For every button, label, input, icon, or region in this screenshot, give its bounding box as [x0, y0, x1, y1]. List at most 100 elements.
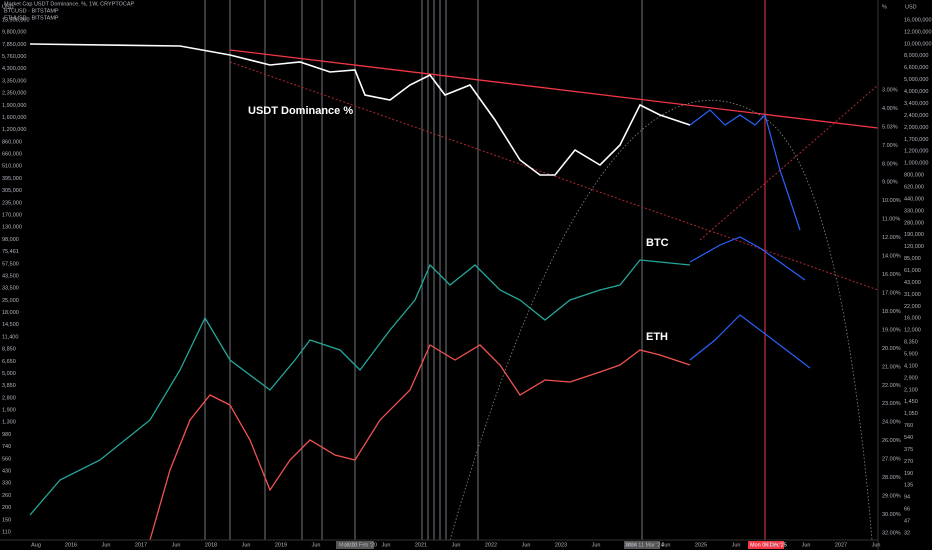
axis-label: 560	[2, 456, 11, 462]
axis-label: 800,000	[904, 173, 924, 179]
axis-label: 740	[2, 444, 11, 450]
axis-label: 1,300	[2, 420, 16, 426]
chart-title: Market Cap USDT Dominance, %, 1W, CRYPTO…	[4, 1, 135, 7]
usdt-projection	[689, 109, 801, 231]
axis-label: 31,000	[904, 292, 921, 298]
axis-label: 18.00%	[882, 309, 901, 315]
axis-label: 235,000	[2, 200, 22, 206]
time-label: Jun	[102, 542, 111, 548]
axis-label: 4,000,000	[904, 89, 928, 95]
axis-label: 16.00%	[882, 272, 901, 278]
axis-label: 20.00%	[882, 346, 901, 352]
axis-label: 270	[904, 459, 913, 465]
axis-label: 130,000	[2, 225, 22, 231]
axis-label: 620,000	[904, 184, 924, 190]
time-label: Jun	[522, 542, 531, 548]
axis-label: 8.00%	[882, 161, 898, 167]
time-label: 2017	[135, 542, 147, 548]
axis-label: 30.00%	[882, 512, 901, 518]
axis-label: 200	[2, 505, 11, 511]
time-marker: Mon 11 Mar '24	[626, 542, 664, 548]
axis-label: 280,000	[904, 220, 924, 226]
axis-label: 11.00%	[882, 217, 900, 223]
axis-unit: %	[882, 4, 887, 10]
axis-label: 3,350,000	[2, 78, 26, 84]
axis-label: 17.00%	[882, 290, 901, 296]
axis-label: 14.00%	[882, 254, 901, 260]
axis-label: 10,000,000	[904, 41, 932, 47]
axis-label: 8,850	[2, 347, 16, 353]
time-label: 2021	[415, 542, 427, 548]
axis-label: 135	[904, 483, 913, 489]
axis-label: 23.00%	[882, 401, 901, 407]
btc-projection	[689, 236, 806, 281]
axis-label: 16,000,000	[904, 17, 932, 23]
axis-label: 1,700,000	[904, 137, 928, 143]
time-label: 2025	[695, 542, 707, 548]
axis-label: 395,000	[2, 176, 22, 182]
annotation: BTC	[646, 237, 669, 249]
annotation: USDT Dominance %	[248, 105, 353, 117]
axis-label: 440,000	[904, 196, 924, 202]
time-label: Aug	[31, 542, 41, 548]
axis-label: 14,500	[2, 322, 19, 328]
axis-label: 75,461	[2, 249, 19, 255]
axis-label: 860,000	[2, 139, 22, 145]
axis-label: 5,000,000	[904, 77, 928, 83]
axis-label: 27.00%	[882, 457, 901, 463]
axis-unit: USD	[905, 4, 917, 10]
axis-label: 43,500	[2, 273, 19, 279]
time-marker: Mon 10 Feb '20	[339, 542, 377, 548]
axis-label: 1,450	[904, 399, 918, 405]
time-label: Jun	[732, 542, 741, 548]
axis-label: 5,900	[904, 351, 918, 357]
axis-label: 3.00%	[882, 87, 898, 93]
usdt-series	[29, 43, 691, 176]
time-label: Jun	[242, 542, 251, 548]
axis-label: 9,800,000	[2, 30, 26, 36]
axis-label: 12.00%	[882, 235, 901, 241]
axis-label: 510,000	[2, 164, 22, 170]
axis-label: 8,350	[904, 340, 918, 346]
axis-label: 47	[904, 519, 910, 525]
axis-label: 66	[904, 507, 910, 513]
time-label: 2027	[835, 542, 847, 548]
axis-label: 57,500	[2, 261, 19, 267]
axis-label: 260	[2, 493, 11, 499]
time-markers: Mon 10 Feb '20 Mon 11 Mar '24 Mon 06 Dec…	[336, 541, 787, 549]
axis-label: 5.03%	[882, 124, 898, 130]
axis-label: 13,900,000	[2, 17, 30, 23]
time-label: 2018	[205, 542, 217, 548]
axis-label: 1,900	[2, 408, 16, 414]
axis-label: 4,300,000	[2, 66, 26, 72]
axis-label: 170,000	[2, 213, 22, 219]
axis-unit: USD	[2, 4, 14, 10]
time-label: 2026	[765, 542, 777, 548]
trendline-dotted	[699, 84, 879, 241]
axis-label: 25,000	[2, 298, 19, 304]
axis-label: 21.00%	[882, 364, 901, 370]
time-label: Jun	[452, 542, 461, 548]
axis-label: 430	[2, 469, 11, 475]
axis-label: 190,000	[904, 232, 924, 238]
axis-label: 760	[904, 423, 913, 429]
axis-label: 3,400,000	[904, 101, 928, 107]
axis-label: 660,000	[2, 152, 22, 158]
axis-label: 16,000	[904, 316, 921, 322]
symbol-label: BTCUSD · BITSTAMP	[4, 8, 59, 14]
axis-label: 305,000	[2, 188, 22, 194]
axis-label: 32	[904, 530, 910, 536]
axis-label: 2,400,000	[904, 113, 928, 119]
axis-label: 8,000,000	[904, 53, 928, 59]
axis-label: 2,350,000	[2, 91, 26, 97]
time-label: Jun	[382, 542, 391, 548]
axis-label: 1,050	[904, 411, 918, 417]
time-label: Jun	[872, 542, 881, 548]
axis-label: 85,000	[904, 256, 921, 262]
axis-label: 19.00%	[882, 327, 901, 333]
axis-label: 1,600,000	[2, 115, 26, 121]
trendline	[229, 49, 879, 129]
axis-label: 190	[904, 471, 913, 477]
trendline-dotted	[229, 61, 879, 291]
